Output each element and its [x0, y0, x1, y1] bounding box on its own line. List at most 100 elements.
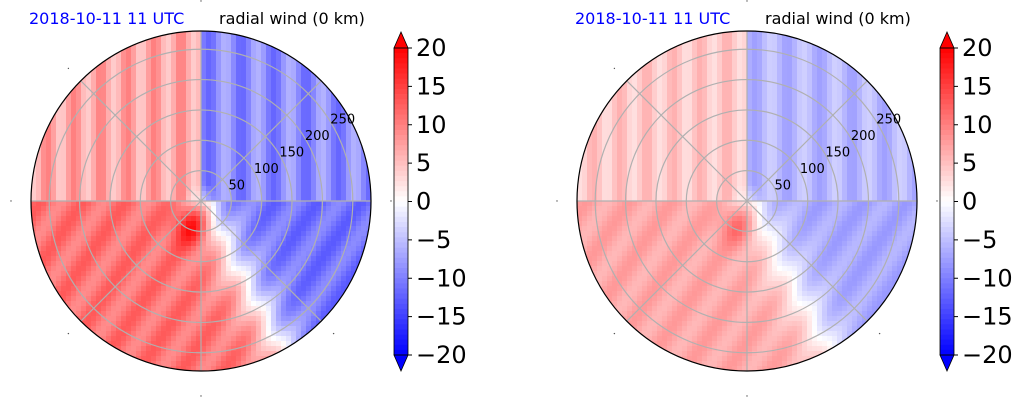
- field-cell: [266, 341, 272, 347]
- field-cell: [271, 256, 277, 262]
- field-cell: [326, 201, 332, 207]
- field-cell: [642, 201, 648, 207]
- field-cell: [46, 221, 52, 227]
- field-cell: [241, 236, 247, 242]
- field-cell: [311, 211, 317, 217]
- field-cell: [311, 171, 317, 177]
- field-cell: [201, 211, 207, 217]
- field-cell: [191, 241, 197, 247]
- field-cell: [331, 116, 337, 122]
- colorbar-segment: [394, 78, 408, 85]
- field-cell: [96, 226, 102, 232]
- field-cell: [211, 71, 217, 77]
- field-cell: [682, 291, 688, 297]
- field-cell: [236, 186, 242, 192]
- field-cell: [647, 61, 653, 67]
- field-cell: [56, 266, 62, 272]
- field-cell: [66, 221, 72, 227]
- field-cell: [321, 276, 327, 282]
- field-cell: [46, 271, 52, 277]
- field-cell: [91, 146, 97, 152]
- field-cell: [602, 241, 608, 247]
- field-cell: [667, 66, 673, 72]
- field-cell: [351, 136, 357, 142]
- field-cell: [66, 106, 72, 112]
- field-cell: [206, 131, 212, 137]
- field-cell: [291, 151, 297, 157]
- colorbar-segment: [394, 53, 408, 59]
- field-cell: [281, 146, 287, 152]
- field-cell: [56, 261, 62, 267]
- field-cell: [652, 221, 658, 227]
- field-cell: [136, 121, 142, 127]
- field-cell: [126, 351, 132, 357]
- field-cell: [296, 146, 302, 152]
- field-cell: [96, 66, 102, 72]
- field-cell: [682, 311, 688, 317]
- field-cell: [206, 106, 212, 112]
- field-cell: [632, 196, 638, 202]
- field-cell: [56, 121, 62, 127]
- radial-tick-label: 200: [305, 129, 330, 144]
- field-cell: [76, 281, 82, 287]
- field-cell: [226, 206, 232, 212]
- field-cell: [286, 316, 292, 322]
- field-cell: [281, 321, 287, 327]
- field-cell: [176, 96, 182, 102]
- field-cell: [46, 156, 52, 162]
- field-cell: [682, 206, 688, 212]
- field-cell: [276, 241, 282, 247]
- field-cell: [106, 81, 112, 87]
- field-cell: [86, 316, 92, 322]
- field-cell: [296, 201, 302, 207]
- field-cell: [662, 231, 668, 237]
- field-cell: [176, 356, 182, 362]
- field-cell: [612, 241, 618, 247]
- field-cell: [677, 336, 683, 342]
- field-cell: [627, 286, 633, 292]
- field-cell: [331, 181, 337, 187]
- field-cell: [196, 71, 202, 77]
- field-cell: [186, 356, 192, 362]
- field-cell: [161, 211, 167, 217]
- field-cell: [166, 326, 172, 332]
- field-cell: [246, 46, 252, 52]
- field-cell: [221, 71, 227, 77]
- field-cell: [356, 236, 362, 242]
- field-cell: [136, 306, 142, 312]
- field-cell: [236, 36, 242, 42]
- field-cell: [161, 351, 167, 357]
- field-cell: [161, 126, 167, 132]
- field-cell: [261, 216, 267, 222]
- field-cell: [617, 266, 623, 272]
- field-cell: [677, 201, 683, 207]
- field-cell: [191, 356, 197, 362]
- field-cell: [161, 226, 167, 232]
- field-cell: [226, 166, 232, 172]
- field-cell: [41, 226, 47, 232]
- field-cell: [301, 181, 307, 187]
- field-cell: [351, 176, 357, 182]
- field-cell: [131, 116, 137, 122]
- field-cell: [131, 351, 137, 357]
- field-cell: [216, 221, 222, 227]
- field-cell: [201, 136, 207, 142]
- field-cell: [241, 301, 247, 307]
- field-cell: [336, 206, 342, 212]
- field-cell: [326, 96, 332, 102]
- colorbar-segment: [394, 334, 408, 341]
- field-cell: [271, 246, 277, 252]
- field-cell: [231, 116, 237, 122]
- field-cell: [156, 196, 162, 202]
- field-cell: [632, 236, 638, 242]
- field-cell: [687, 41, 693, 47]
- field-cell: [146, 346, 152, 352]
- field-cell: [161, 81, 167, 87]
- field-cell: [582, 166, 588, 172]
- field-cell: [326, 146, 332, 152]
- field-cell: [672, 226, 678, 232]
- field-cell: [166, 41, 172, 47]
- field-cell: [191, 211, 197, 217]
- field-cell: [161, 321, 167, 327]
- field-cell: [176, 86, 182, 92]
